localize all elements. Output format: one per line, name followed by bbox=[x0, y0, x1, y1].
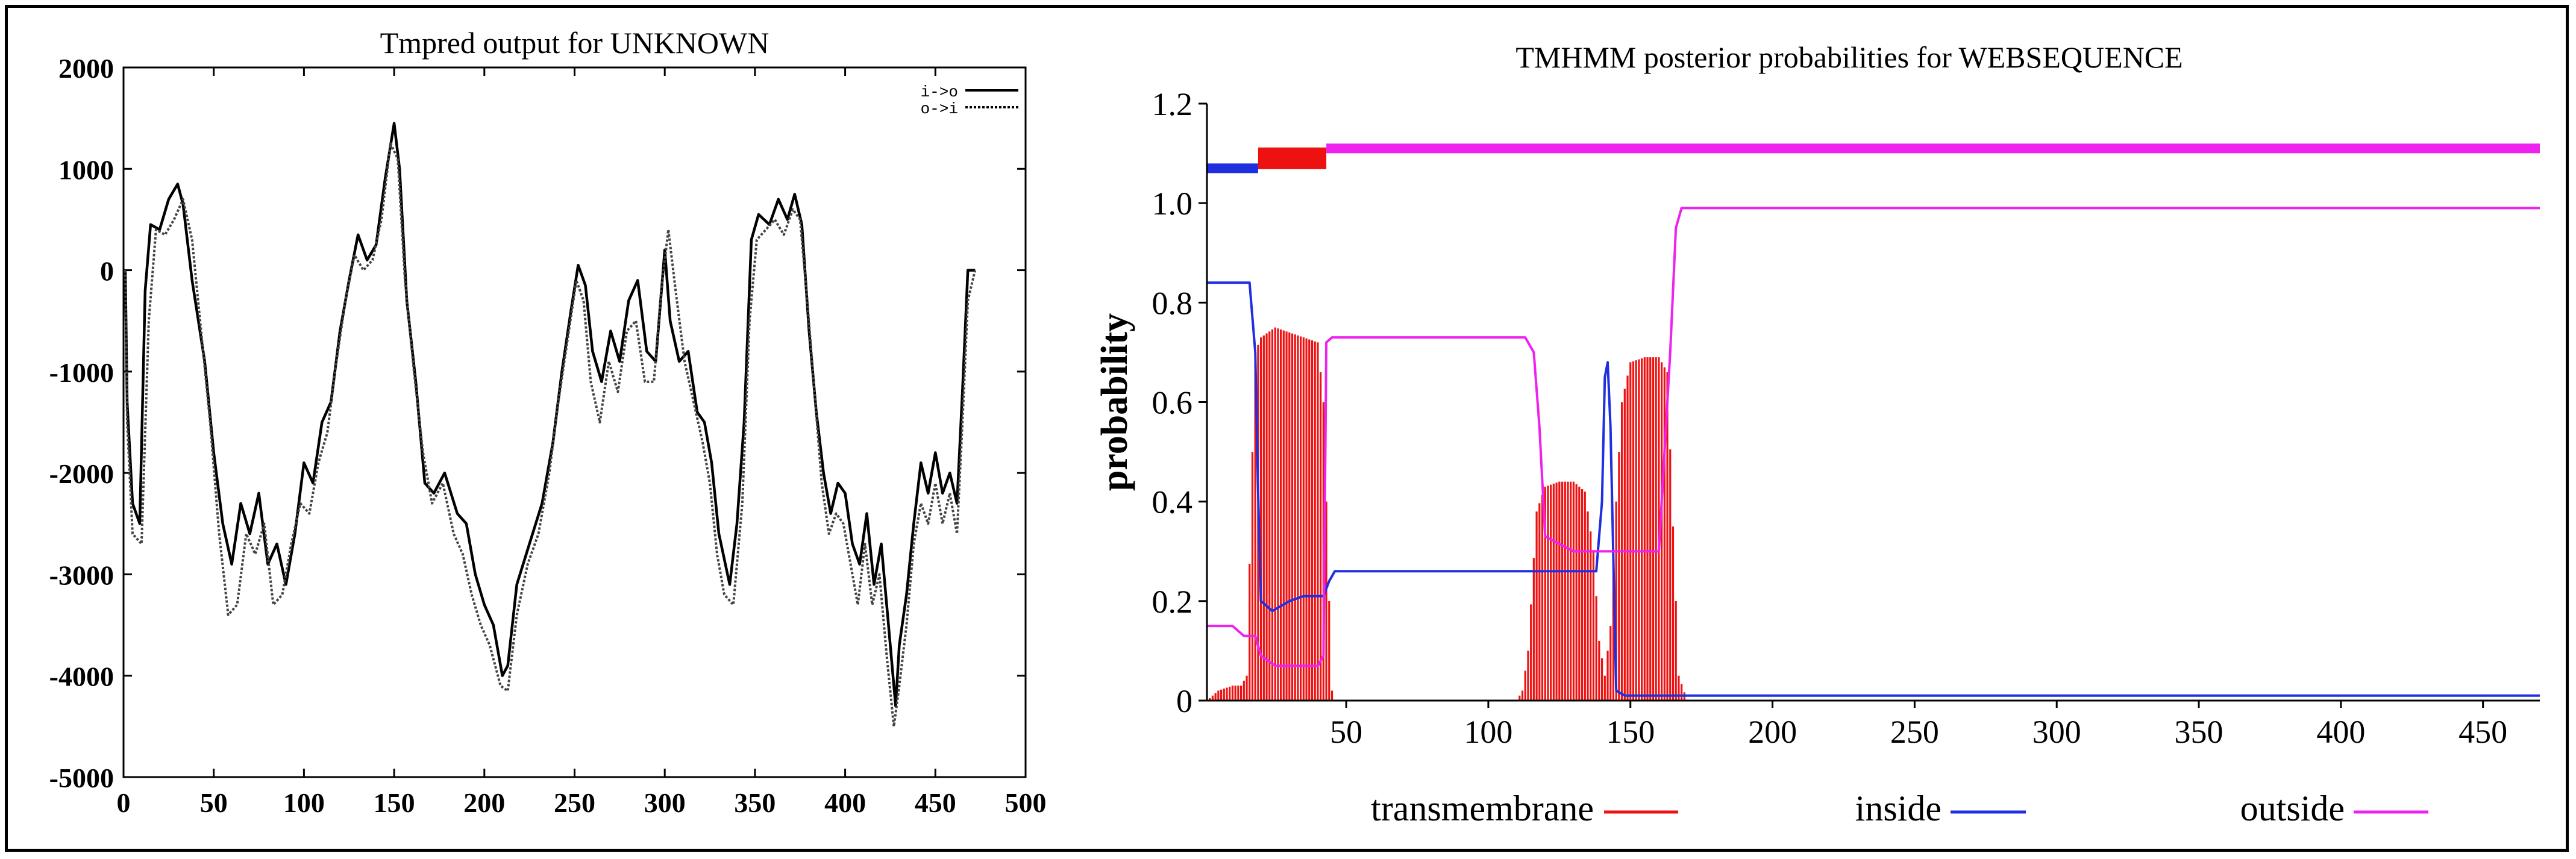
x-tick-label: 400 bbox=[2316, 714, 2365, 750]
x-tick-label: 50 bbox=[1330, 714, 1362, 750]
y-tick-label: -1000 bbox=[49, 357, 114, 388]
x-tick-label: 400 bbox=[824, 787, 866, 818]
y-tick-label: 2000 bbox=[58, 53, 114, 84]
x-tick-label: 100 bbox=[1464, 714, 1512, 750]
outside-probability-line bbox=[1207, 207, 2540, 667]
tmpred-series-o-to-i-line bbox=[124, 142, 977, 728]
x-tick-label: 200 bbox=[1748, 714, 1797, 750]
x-tick-label: 450 bbox=[915, 787, 956, 818]
tmpred-title: Tmpred output for UNKNOWN bbox=[380, 26, 769, 60]
x-tick-label: 50 bbox=[200, 787, 228, 818]
x-tick-label: 350 bbox=[734, 787, 776, 818]
x-tick-label: 300 bbox=[2032, 714, 2081, 750]
y-axis-label: probability bbox=[1094, 313, 1135, 491]
legend-entry-label: i->o bbox=[921, 83, 958, 101]
y-tick-label: -5000 bbox=[49, 763, 114, 793]
y-tick-label: -4000 bbox=[49, 661, 114, 692]
x-tick-label: 150 bbox=[1606, 714, 1655, 750]
tmpred-chart: Tmpred output for UNKNOWN200010000-1000-… bbox=[49, 26, 1047, 818]
x-tick-label: 500 bbox=[1005, 787, 1047, 818]
y-tick-label: 0.6 bbox=[1152, 385, 1193, 421]
x-tick-label: 100 bbox=[283, 787, 325, 818]
x-tick-label: 300 bbox=[644, 787, 686, 818]
x-tick-label: 200 bbox=[463, 787, 505, 818]
y-tick-label: -2000 bbox=[49, 458, 114, 489]
y-tick-label: 0.8 bbox=[1152, 285, 1193, 321]
x-tick-label: 450 bbox=[2458, 714, 2507, 750]
y-tick-label: 1.2 bbox=[1152, 86, 1193, 122]
tmhmm-title: TMHMM posterior probabilities for WEBSEQ… bbox=[1515, 40, 2183, 74]
topology-outside-bar bbox=[1326, 143, 2540, 154]
y-tick-label: 1.0 bbox=[1152, 186, 1193, 222]
tmpred-series-i-to-o-line bbox=[124, 122, 976, 708]
topology-transmembrane-bar bbox=[1258, 147, 1327, 169]
x-tick-label: 350 bbox=[2175, 714, 2223, 750]
x-tick-label: 150 bbox=[374, 787, 415, 818]
topology-inside-bar bbox=[1207, 163, 1258, 173]
legend-entry-label: o->i bbox=[921, 100, 958, 118]
y-tick-label: 0.4 bbox=[1152, 484, 1193, 520]
x-tick-label: 250 bbox=[1890, 714, 1939, 750]
y-tick-label: 0 bbox=[100, 256, 114, 287]
legend-inside-label: inside bbox=[1855, 789, 1941, 828]
y-tick-label: 0 bbox=[1176, 683, 1192, 719]
legend-outside-label: outside bbox=[2240, 789, 2345, 828]
y-tick-label: 1000 bbox=[58, 154, 114, 185]
inside-probability-line bbox=[1207, 281, 2540, 697]
tmpred-plot-frame bbox=[122, 66, 1027, 778]
x-tick-label: 250 bbox=[554, 787, 595, 818]
x-tick-label: 0 bbox=[117, 787, 131, 818]
y-tick-label: 0.2 bbox=[1152, 584, 1193, 620]
y-tick-label: -3000 bbox=[49, 560, 114, 590]
legend-transmembrane-label: transmembrane bbox=[1371, 789, 1594, 828]
tmhmm-chart: TMHMM posterior probabilities for WEBSEQ… bbox=[1094, 40, 2540, 828]
